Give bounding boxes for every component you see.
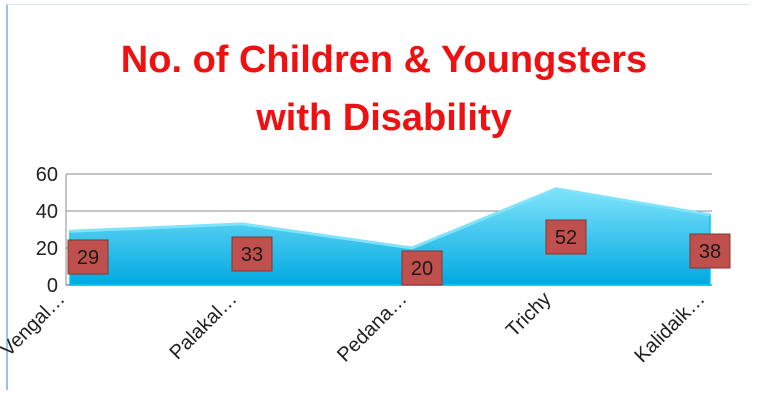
data-label: 20 [401, 250, 443, 286]
x-axis-categories: Vengal… Palakal… Pedana… Trichy Kalidaik… [0, 288, 710, 367]
data-labels: 29 33 20 52 38 [67, 219, 731, 286]
data-label-text: 33 [241, 244, 263, 266]
chart-frame [6, 4, 750, 390]
x-category-label: Trichy [502, 288, 556, 342]
data-label: 33 [231, 236, 273, 272]
area-fill [69, 188, 711, 286]
data-label-text: 38 [699, 241, 721, 263]
x-category-label: Palakal… [165, 288, 241, 364]
area-top-edge [69, 187, 711, 250]
x-category-label: Kalidaik… [630, 288, 709, 367]
y-tick-label: 20 [36, 238, 58, 260]
data-label: 38 [689, 233, 731, 269]
y-axis-ticks: 0 20 40 60 [36, 164, 58, 297]
data-label-box [545, 219, 587, 255]
x-category-label: Vengal… [0, 288, 70, 361]
chart-title-line-1: No. of Children & Youngsters [121, 39, 647, 81]
x-category-label: Pedana… [333, 288, 411, 366]
data-label-text: 52 [555, 227, 577, 249]
y-tick-label: 40 [36, 201, 58, 223]
y-tick-label: 0 [47, 275, 58, 297]
y-tick-label: 60 [36, 164, 58, 186]
data-label-box [231, 236, 273, 272]
chart-title-line-2: with Disability [255, 97, 511, 139]
data-label-box [689, 233, 731, 269]
data-label-text: 29 [77, 247, 99, 269]
area-series [69, 187, 711, 286]
data-label-box [401, 250, 443, 286]
data-label-box [67, 239, 109, 275]
data-label: 29 [67, 239, 109, 275]
data-label-text: 20 [411, 258, 433, 280]
data-label: 52 [545, 219, 587, 255]
